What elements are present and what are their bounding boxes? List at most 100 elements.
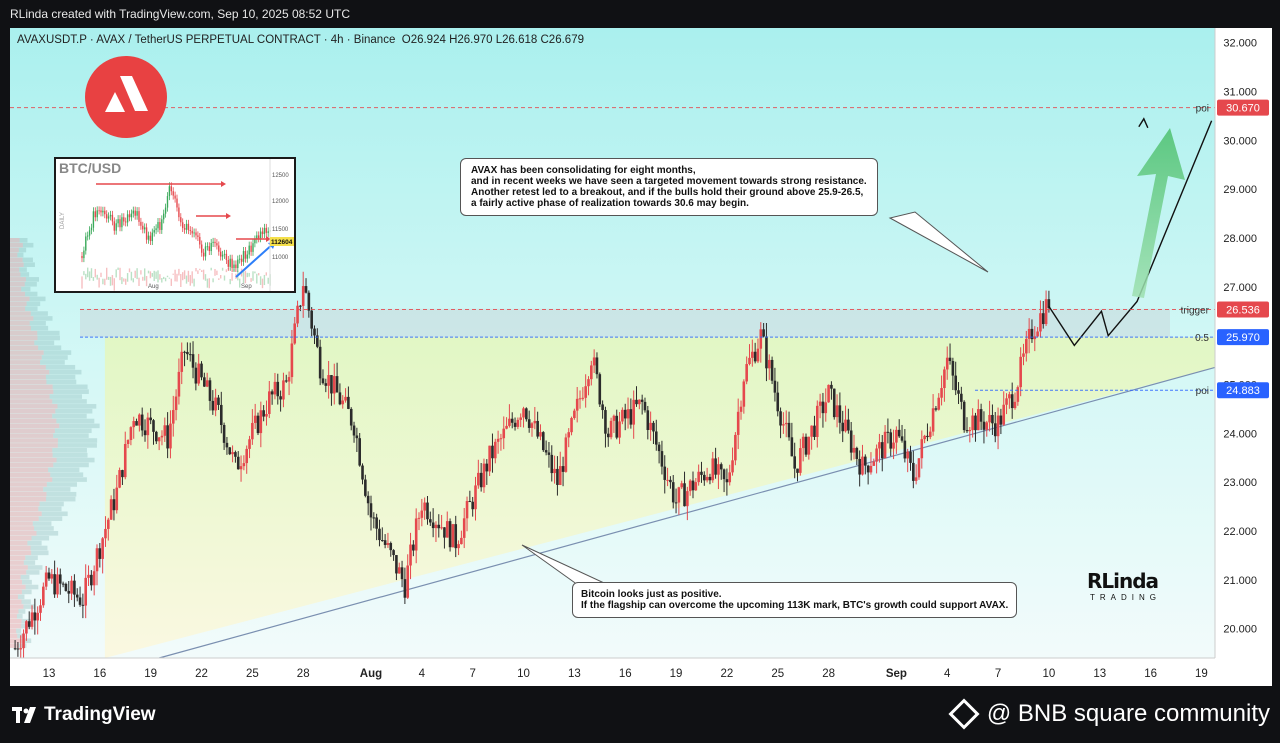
candle-314 (900, 424, 904, 443)
candle-238 (686, 486, 689, 521)
candle-136 (397, 562, 401, 574)
y-tick-8: 28.000 (1223, 233, 1257, 245)
candle-40 (126, 439, 130, 449)
ohlc-values: O26.924 H26.970 L26.618 C26.679 (401, 34, 584, 46)
candle-272 (782, 412, 785, 434)
candle-205 (592, 349, 596, 373)
candle-315 (903, 429, 907, 463)
candle-147 (429, 511, 432, 526)
candle-253 (728, 464, 732, 486)
candle-290 (832, 388, 836, 420)
candle-20 (70, 575, 73, 601)
candle-344 (985, 420, 989, 437)
candle-90 (268, 380, 271, 419)
bottom-bar (0, 686, 1280, 743)
x-tick-3: 22 (195, 668, 208, 680)
candle-19 (67, 580, 71, 604)
x-tick-15: 28 (822, 668, 835, 680)
candle-218 (629, 398, 633, 429)
candle-250 (719, 462, 723, 480)
avax-callout: AVAX has been consolidating for eight mo… (460, 158, 878, 216)
candle-150 (437, 514, 441, 538)
candle-302 (866, 464, 870, 485)
candle-24 (81, 593, 85, 619)
candle-139 (406, 554, 410, 599)
candle-330 (945, 346, 949, 380)
candle-230 (663, 455, 667, 494)
candle-12 (47, 567, 51, 581)
candle-75 (225, 436, 229, 455)
candle-310 (889, 428, 893, 457)
inset-resistance-arrow-2 (266, 236, 271, 242)
candle-191 (553, 455, 556, 484)
candle-121 (355, 427, 359, 452)
level-price-badge-0 (1217, 99, 1269, 116)
candle-64 (194, 362, 198, 391)
candle-100 (296, 300, 299, 328)
x-tick-12: 19 (670, 668, 683, 680)
candle-346 (991, 404, 994, 435)
candle-171 (496, 430, 500, 454)
candle-231 (666, 467, 669, 487)
x-tick-13: 22 (721, 668, 734, 680)
candle-89 (265, 400, 268, 426)
candle-1 (16, 641, 20, 657)
avax-callout-line-3: Another retest led to a breakout, and if… (471, 187, 864, 198)
candle-8 (36, 606, 39, 635)
candle-274 (787, 411, 791, 441)
candle-255 (734, 432, 737, 466)
candle-318 (912, 450, 915, 489)
candle-195 (564, 433, 568, 473)
candle-68 (205, 372, 209, 388)
candle-72 (217, 394, 220, 410)
candle-298 (855, 446, 859, 466)
candle-261 (751, 339, 754, 367)
candle-263 (756, 338, 760, 364)
price-chart[interactable]: poi 30.670 trigger 26.536 0.5 25.970 poi 24.883… (10, 28, 1272, 686)
candle-334 (957, 382, 960, 405)
candle-277 (796, 468, 799, 482)
candle-228 (657, 441, 661, 464)
candle-172 (499, 433, 503, 451)
candle-243 (700, 461, 703, 483)
candle-235 (677, 486, 681, 515)
candle-86 (256, 412, 260, 436)
rlinda-brand-logo: RLinda (1087, 569, 1159, 593)
candle-17 (61, 581, 65, 588)
candle-77 (231, 445, 234, 463)
candle-104 (307, 290, 311, 318)
candle-73 (219, 391, 223, 434)
candle-185 (536, 411, 539, 439)
candle-56 (171, 395, 175, 437)
candle-309 (886, 418, 890, 444)
inset-trend-arrow (235, 242, 275, 278)
volume-profile (10, 238, 100, 648)
avax-callout-line-1: AVAX has been consolidating for eight mo… (471, 165, 696, 176)
candle-190 (550, 445, 554, 482)
candle-101 (299, 304, 302, 312)
candle-21 (73, 574, 76, 607)
x-axis-panel (10, 658, 1272, 686)
candle-278 (799, 438, 802, 476)
y-axis-panel (1215, 28, 1272, 686)
candle-125 (366, 491, 370, 516)
candle-181 (525, 407, 528, 422)
projection-arrowhead (1138, 117, 1149, 129)
inset-y-tick-2: 11500 (272, 227, 289, 233)
candle-313 (897, 419, 901, 438)
candle-119 (349, 407, 353, 431)
candle-349 (999, 408, 1003, 435)
candle-321 (920, 430, 924, 469)
candle-93 (276, 373, 280, 405)
candle-248 (714, 447, 717, 479)
candle-123 (361, 463, 364, 485)
candle-163 (474, 476, 477, 521)
candle-327 (937, 393, 941, 411)
candle-63 (191, 341, 195, 379)
candle-364 (1041, 301, 1045, 329)
candle-99 (293, 316, 297, 345)
candle-187 (541, 431, 545, 452)
candle-6 (30, 605, 34, 630)
candle-287 (824, 388, 828, 422)
inset-resistance-arrow-0 (221, 181, 226, 187)
